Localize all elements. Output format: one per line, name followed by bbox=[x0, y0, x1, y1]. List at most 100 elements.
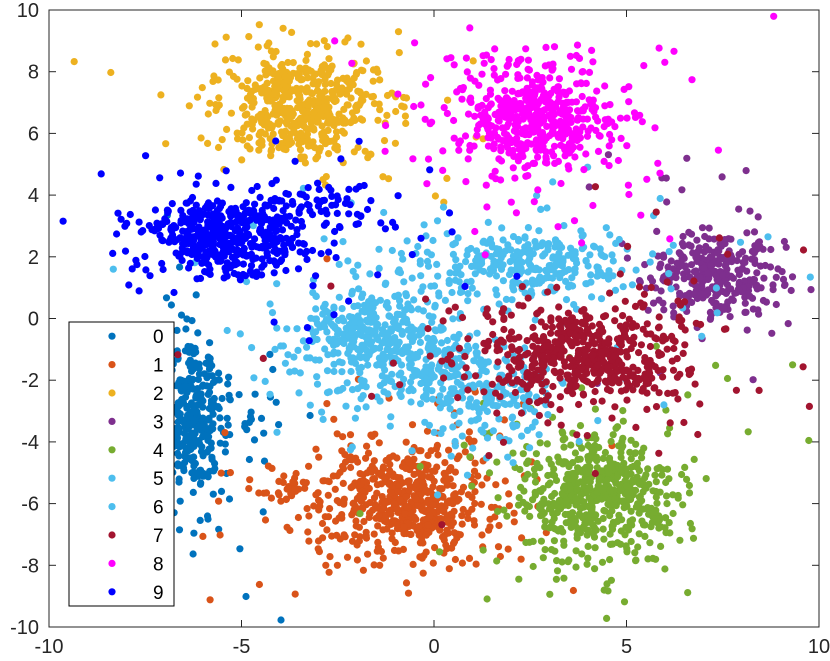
point-6 bbox=[535, 227, 543, 235]
point-8 bbox=[511, 99, 519, 107]
point-3 bbox=[746, 207, 754, 215]
point-6 bbox=[578, 245, 586, 253]
point-2 bbox=[303, 114, 311, 122]
point-8 bbox=[509, 146, 517, 154]
point-1 bbox=[445, 446, 453, 454]
point-1 bbox=[405, 486, 413, 495]
point-4 bbox=[598, 558, 607, 566]
point-9 bbox=[139, 227, 147, 235]
point-7 bbox=[439, 317, 447, 325]
point-3 bbox=[727, 235, 735, 243]
point-1 bbox=[477, 500, 485, 508]
point-9 bbox=[445, 209, 454, 217]
point-1 bbox=[370, 457, 378, 465]
point-5 bbox=[109, 265, 117, 273]
point-7 bbox=[544, 288, 552, 296]
point-7 bbox=[484, 342, 492, 350]
point-8 bbox=[464, 155, 472, 163]
point-7 bbox=[174, 351, 182, 359]
point-7 bbox=[799, 363, 807, 371]
point-6 bbox=[475, 380, 483, 388]
point-8 bbox=[588, 105, 596, 114]
point-7 bbox=[647, 283, 655, 292]
point-1 bbox=[465, 435, 473, 443]
point-7 bbox=[544, 419, 552, 427]
point-8 bbox=[625, 190, 633, 199]
point-7 bbox=[549, 356, 557, 364]
point-4 bbox=[494, 507, 502, 515]
point-4 bbox=[578, 444, 586, 452]
point-8 bbox=[490, 65, 498, 73]
point-3 bbox=[727, 285, 735, 293]
point-0 bbox=[306, 411, 314, 420]
point-5 bbox=[362, 403, 370, 411]
point-4 bbox=[690, 455, 698, 463]
point-1 bbox=[459, 483, 468, 491]
point-5 bbox=[352, 273, 360, 281]
point-7 bbox=[623, 396, 631, 404]
series-9 bbox=[59, 137, 521, 345]
point-3 bbox=[663, 198, 671, 206]
series-6 bbox=[248, 163, 814, 479]
point-7 bbox=[569, 390, 577, 398]
point-7 bbox=[528, 364, 536, 372]
point-6 bbox=[469, 444, 477, 452]
point-4 bbox=[571, 449, 580, 457]
point-0 bbox=[215, 369, 223, 377]
point-1 bbox=[379, 554, 387, 562]
point-0 bbox=[167, 301, 175, 309]
point-7 bbox=[458, 313, 467, 322]
point-4 bbox=[607, 437, 615, 446]
point-4 bbox=[514, 501, 523, 509]
point-4 bbox=[631, 449, 640, 457]
point-9 bbox=[332, 254, 340, 262]
point-3 bbox=[708, 296, 716, 305]
data-points bbox=[59, 12, 815, 624]
point-4 bbox=[662, 478, 670, 487]
point-9 bbox=[246, 267, 255, 275]
point-6 bbox=[518, 432, 526, 440]
point-6 bbox=[420, 221, 428, 229]
point-4 bbox=[460, 441, 468, 449]
point-7 bbox=[617, 387, 626, 395]
point-4 bbox=[554, 453, 562, 461]
point-6 bbox=[609, 257, 617, 265]
point-3 bbox=[780, 281, 789, 290]
point-7 bbox=[480, 388, 488, 396]
point-2 bbox=[266, 135, 274, 143]
point-4 bbox=[612, 424, 620, 432]
point-1 bbox=[517, 555, 525, 563]
point-3 bbox=[736, 266, 744, 274]
point-7 bbox=[659, 373, 667, 381]
point-9 bbox=[345, 210, 353, 218]
point-2 bbox=[306, 124, 315, 132]
point-3 bbox=[687, 261, 696, 269]
point-8 bbox=[577, 79, 585, 87]
point-5 bbox=[397, 369, 405, 377]
point-6 bbox=[514, 235, 523, 244]
point-9 bbox=[193, 254, 201, 263]
point-1 bbox=[445, 467, 453, 475]
point-4 bbox=[575, 466, 583, 474]
point-1 bbox=[414, 502, 422, 510]
point-3 bbox=[695, 244, 703, 252]
point-5 bbox=[410, 354, 419, 362]
point-3 bbox=[749, 305, 757, 313]
point-7 bbox=[565, 316, 574, 324]
point-4 bbox=[597, 486, 605, 494]
point-1 bbox=[464, 491, 472, 499]
point-7 bbox=[462, 364, 470, 372]
point-5 bbox=[330, 348, 338, 356]
point-3 bbox=[766, 263, 775, 271]
point-6 bbox=[597, 250, 605, 258]
point-2 bbox=[335, 110, 343, 118]
point-6 bbox=[450, 411, 458, 419]
point-7 bbox=[632, 322, 641, 330]
point-2 bbox=[262, 71, 270, 79]
point-4 bbox=[523, 459, 531, 467]
point-8 bbox=[545, 104, 554, 112]
point-3 bbox=[760, 274, 768, 282]
point-0 bbox=[176, 401, 184, 409]
point-2 bbox=[297, 153, 305, 161]
